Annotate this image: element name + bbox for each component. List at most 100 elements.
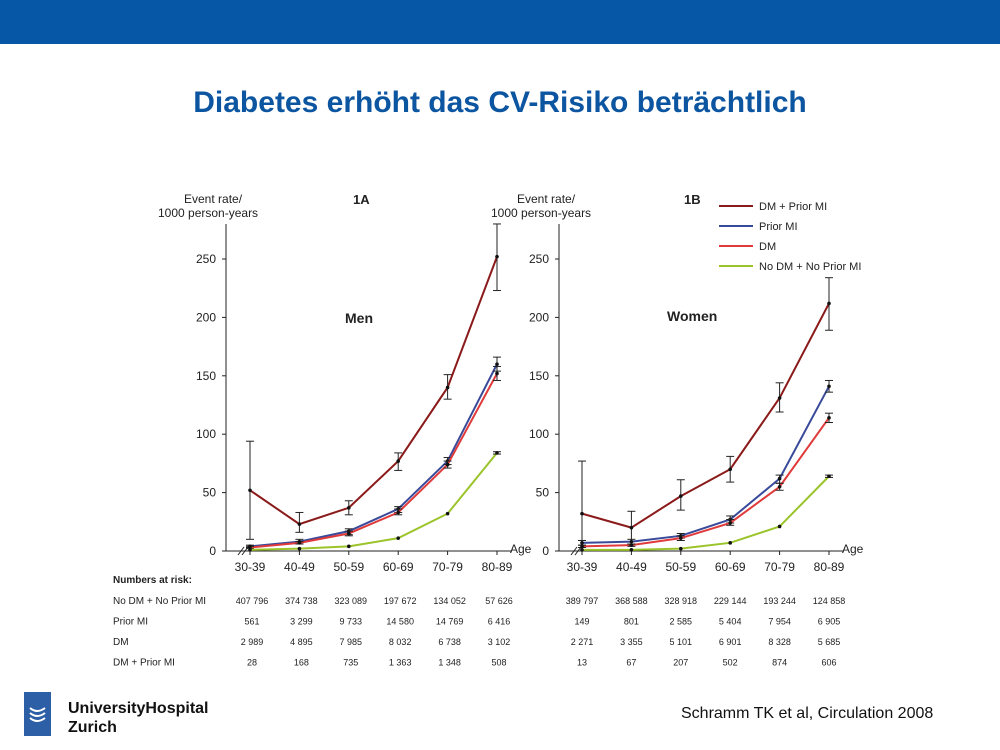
data-point — [777, 396, 782, 400]
risk-value: 874 — [772, 658, 787, 668]
risk-value: 3 355 — [620, 637, 643, 647]
risk-value: 6 738 — [438, 637, 461, 647]
y-tick-label: 0 — [209, 544, 216, 558]
data-point — [495, 451, 499, 455]
chart-annotation: Women — [667, 308, 717, 324]
x-tick-label: 40-49 — [616, 560, 647, 574]
data-point — [580, 548, 584, 552]
risk-value: 8 032 — [389, 637, 412, 647]
risk-value: 5 685 — [818, 637, 841, 647]
data-point — [347, 505, 351, 510]
data-point — [777, 484, 782, 489]
risk-value: 2 585 — [670, 617, 693, 627]
data-point — [297, 541, 302, 545]
data-point — [248, 548, 252, 552]
data-point — [679, 546, 683, 551]
x-tick-label: 80-89 — [482, 560, 513, 574]
risk-value: 3 102 — [488, 637, 511, 647]
panel-label: 1A — [353, 192, 370, 207]
risk-value: 4 895 — [290, 637, 313, 647]
y-tick-label: 100 — [196, 427, 216, 441]
risk-value: 6 901 — [719, 637, 742, 647]
data-point — [679, 494, 683, 498]
y-tick-label: 150 — [196, 369, 216, 383]
risk-value: 5 404 — [719, 617, 742, 627]
data-point — [777, 524, 782, 529]
x-axis-label: Age — [842, 542, 864, 556]
data-point — [827, 416, 831, 420]
university-name: UniversityHospital Zurich — [68, 699, 208, 737]
data-point — [396, 459, 401, 463]
y-tick-label: 200 — [529, 310, 549, 324]
data-point — [629, 539, 634, 544]
risk-value: 14 580 — [386, 617, 414, 627]
data-point — [580, 511, 584, 516]
axis-break-mark — [570, 546, 578, 556]
citation: Schramm TK et al, Circulation 2008 — [681, 705, 934, 722]
series-line — [581, 417, 830, 548]
data-point — [297, 522, 302, 526]
data-point — [495, 254, 499, 259]
risk-value: 606 — [821, 658, 836, 668]
risk-value: 508 — [491, 658, 506, 668]
series-line — [581, 302, 830, 529]
risk-value: 207 — [673, 658, 688, 668]
data-point — [827, 301, 831, 306]
risk-value: 13 — [577, 658, 587, 668]
series-line — [249, 372, 498, 549]
data-point — [728, 521, 732, 525]
risk-value: 8 328 — [768, 637, 791, 647]
risk-value: 1 348 — [438, 658, 461, 668]
risk-value: 6 416 — [488, 617, 511, 627]
series-line — [249, 256, 498, 526]
risk-value: 229 144 — [714, 596, 747, 606]
risk-value: 57 626 — [485, 596, 513, 606]
legend-label: DM — [759, 241, 776, 253]
data-point — [248, 488, 252, 493]
chart-annotation: Men — [345, 310, 373, 326]
risk-value: 67 — [626, 658, 636, 668]
legend-label: Prior MI — [759, 221, 798, 233]
risk-value: 7 954 — [768, 617, 791, 627]
x-tick-label: 50-59 — [333, 560, 364, 574]
risk-value: 2 989 — [241, 637, 264, 647]
axis-break-mark — [237, 546, 245, 556]
numbers-at-risk-header: Numbers at risk: — [113, 575, 192, 586]
y-axis-label: Event rate/ — [517, 192, 576, 206]
legend-label: DM + Prior MI — [759, 201, 827, 213]
x-axis-label: Age — [510, 542, 532, 556]
risk-row-label: DM + Prior MI — [113, 658, 175, 669]
risk-value: 2 271 — [571, 637, 594, 647]
risk-value: 14 769 — [436, 617, 464, 627]
risk-row-label: DM — [113, 637, 129, 648]
risk-value: 368 588 — [615, 596, 648, 606]
x-tick-label: 30-39 — [567, 560, 598, 574]
university-logo-icon — [24, 692, 51, 736]
risk-value: 328 918 — [665, 596, 698, 606]
data-point — [827, 474, 831, 479]
y-tick-label: 200 — [196, 310, 216, 324]
risk-value: 561 — [244, 617, 259, 627]
data-point — [445, 462, 450, 467]
data-point — [495, 371, 499, 376]
data-point — [347, 544, 351, 549]
risk-value: 134 052 — [433, 596, 466, 606]
data-point — [297, 546, 302, 551]
y-axis-label: 1000 person-years — [158, 206, 258, 220]
data-point — [679, 536, 683, 540]
x-tick-label: 70-79 — [432, 560, 463, 574]
header-bar — [0, 0, 1000, 44]
data-point — [495, 362, 499, 366]
x-tick-label: 50-59 — [665, 560, 696, 574]
risk-value: 7 985 — [340, 637, 363, 647]
data-point — [396, 510, 401, 515]
x-tick-label: 80-89 — [814, 560, 845, 574]
data-point — [777, 476, 782, 481]
data-point — [445, 511, 450, 516]
risk-value: 28 — [247, 658, 257, 668]
data-point — [728, 541, 732, 545]
risk-value: 389 797 — [566, 596, 599, 606]
x-tick-label: 60-69 — [383, 560, 414, 574]
y-tick-label: 50 — [203, 486, 217, 500]
